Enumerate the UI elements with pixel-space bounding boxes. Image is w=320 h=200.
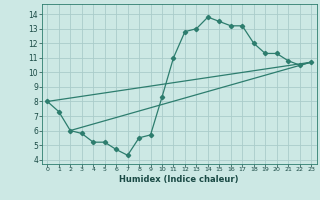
X-axis label: Humidex (Indice chaleur): Humidex (Indice chaleur) — [119, 175, 239, 184]
